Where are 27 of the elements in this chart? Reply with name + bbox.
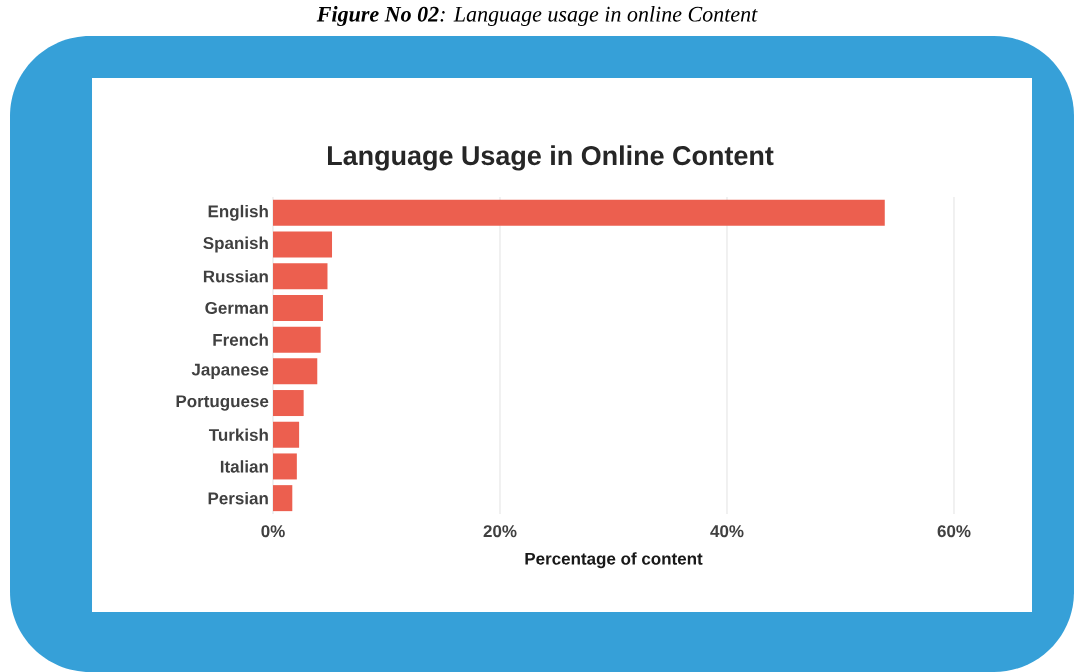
- bar: [273, 421, 300, 448]
- y-tick-label: German: [205, 301, 268, 314]
- y-tick-label: Turkish: [208, 428, 268, 441]
- bar: [273, 358, 318, 385]
- bar: [273, 326, 321, 353]
- y-tick-label: Italian: [220, 460, 268, 473]
- y-tick-label: Portuguese: [176, 395, 269, 411]
- x-axis-title: Percentage of content: [525, 552, 703, 569]
- y-tick-label: Japanese: [191, 363, 269, 379]
- bar: [273, 199, 885, 226]
- y-tick-label: French: [213, 333, 268, 346]
- bar: [273, 390, 304, 417]
- text: Figure No 02: Language usage in online Content: [316, 6, 758, 27]
- bar: [273, 485, 293, 512]
- y-tick-label: Spanish: [203, 236, 268, 253]
- x-tick-label: 40%: [710, 525, 744, 538]
- bar: [273, 263, 328, 290]
- chart-title: Language Usage in Online Content: [328, 145, 774, 171]
- x-tick-label: 0%: [261, 525, 285, 538]
- bar: [273, 231, 333, 258]
- y-tick-label: Russian: [203, 270, 268, 283]
- y-tick-label: Persian: [208, 491, 268, 505]
- y-tick-label: English: [208, 204, 268, 221]
- bar: [273, 453, 297, 480]
- bar: [273, 294, 323, 321]
- x-tick-label: 60%: [937, 525, 971, 538]
- x-tick-label: 20%: [483, 525, 517, 538]
